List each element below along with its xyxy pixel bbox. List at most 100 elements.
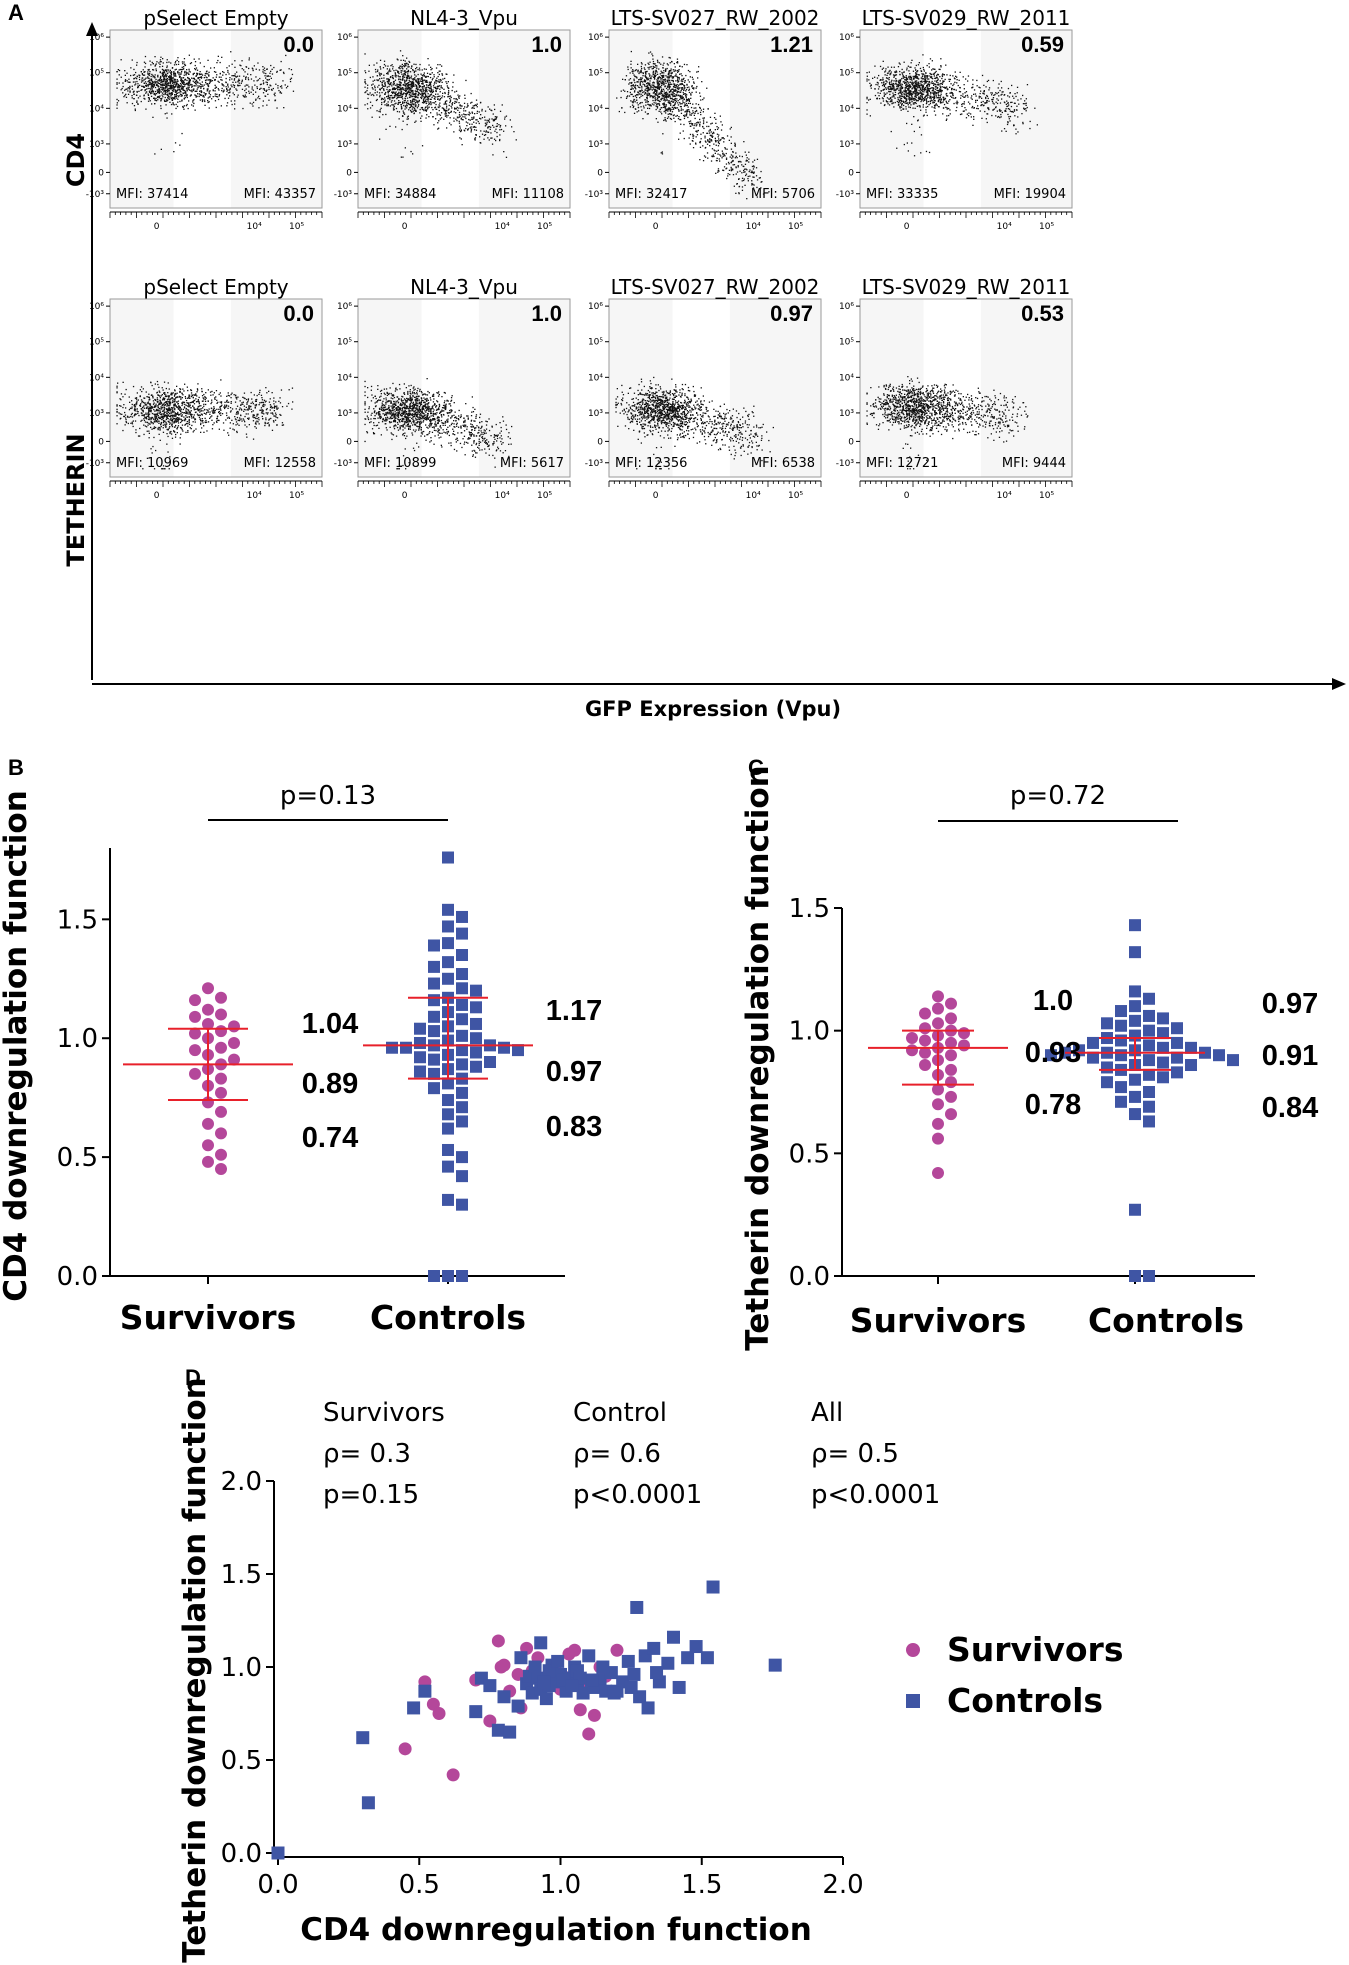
flow-event-dot: [279, 69, 281, 71]
flow-event-dot: [669, 75, 671, 77]
flow-event-dot: [164, 93, 167, 95]
flow-event-dot: [675, 115, 677, 117]
flow-event-dot: [412, 153, 414, 155]
flow-event-dot: [207, 83, 209, 86]
flow-gate-gap: [923, 30, 981, 208]
flow-event-dot: [656, 65, 658, 67]
flow-event-dot: [640, 93, 642, 95]
flow-event-dot: [648, 83, 650, 85]
flow-event-dot: [150, 84, 152, 86]
flow-event-dot: [915, 102, 917, 105]
flow-event-dot: [722, 152, 724, 154]
flow-event-dot: [697, 121, 699, 124]
flow-event-dot: [454, 108, 456, 110]
flow-y-tick-label: -10³: [836, 190, 855, 200]
flow-event-dot: [652, 63, 655, 65]
flow-event-dot: [144, 71, 146, 73]
flow-event-dot: [170, 72, 172, 74]
flow-event-dot: [451, 89, 453, 92]
flow-event-dot: [181, 77, 183, 79]
flow-event-dot: [494, 118, 496, 120]
flow-event-dot: [897, 85, 899, 87]
flow-event-dot: [719, 139, 721, 142]
flow-event-dot: [916, 77, 918, 79]
flow-event-dot: [214, 84, 216, 86]
flow-event-dot: [652, 70, 655, 72]
flow-event-dot: [641, 89, 643, 92]
flow-event-dot: [408, 103, 410, 105]
flow-event-dot: [918, 85, 920, 87]
flow-event-dot: [667, 74, 669, 76]
flow-event-dot: [474, 104, 476, 106]
flow-event-dot: [159, 91, 161, 93]
flow-event-dot: [182, 87, 184, 89]
flow-event-dot: [912, 107, 914, 109]
flow-event-dot: [252, 93, 254, 95]
flow-event-dot: [151, 84, 153, 87]
flow-event-dot: [127, 93, 130, 95]
flow-event-dot: [682, 109, 684, 111]
flow-event-dot: [1000, 110, 1002, 112]
flow-event-dot: [722, 153, 724, 155]
flow-event-dot: [180, 93, 182, 96]
flow-event-dot: [401, 70, 403, 72]
flow-event-dot: [760, 170, 762, 173]
flow-event-dot: [680, 87, 682, 89]
flow-event-dot: [181, 61, 184, 63]
flow-event-dot: [425, 80, 427, 82]
flow-event-dot: [900, 109, 902, 111]
flow-event-dot: [881, 97, 884, 99]
flow-plot-frame: [859, 29, 1073, 209]
flow-event-dot: [997, 99, 999, 101]
flow-event-dot: [143, 61, 146, 63]
flow-event-dot: [893, 76, 895, 78]
flow-event-dot: [443, 118, 445, 120]
flow-event-dot: [181, 100, 183, 102]
flow-event-dot: [432, 102, 434, 104]
flow-event-dot: [753, 184, 755, 186]
flow-event-dot: [947, 102, 949, 104]
flow-event-dot: [658, 110, 660, 112]
flow-event-dot: [177, 57, 179, 59]
flow-event-dot: [414, 105, 416, 107]
flow-event-dot: [425, 110, 427, 112]
flow-event-dot: [667, 79, 669, 81]
flow-event-dot: [177, 89, 179, 91]
flow-event-dot: [399, 92, 402, 95]
flow-event-dot: [461, 114, 463, 116]
flow-event-dot: [406, 103, 408, 105]
flow-event-dot: [456, 106, 458, 108]
flow-event-dot: [684, 115, 686, 118]
flow-event-dot: [640, 69, 642, 71]
flow-event-dot: [683, 84, 685, 86]
flow-event-dot: [219, 72, 221, 75]
flow-event-dot: [454, 91, 456, 93]
flow-event-dot: [890, 86, 892, 88]
flow-event-dot: [469, 123, 471, 125]
flow-event-dot: [760, 187, 762, 189]
flow-event-dot: [189, 79, 191, 82]
flow-event-dot: [696, 124, 698, 126]
flow-event-dot: [955, 89, 957, 91]
flow-event-dot: [901, 95, 904, 98]
flow-event-dot: [494, 130, 496, 132]
flow-event-dot: [451, 104, 453, 106]
flow-event-dot: [716, 133, 719, 135]
flow-event-dot: [248, 57, 250, 59]
flow-event-dot: [381, 82, 384, 84]
flow-event-dot: [751, 165, 754, 168]
flow-event-dot: [670, 69, 672, 72]
flow-event-dot: [203, 92, 205, 94]
flow-event-dot: [656, 89, 658, 91]
flow-event-dot: [971, 105, 974, 108]
flow-event-dot: [437, 87, 439, 90]
flow-event-dot: [394, 72, 396, 74]
flow-event-dot: [192, 101, 194, 103]
flow-event-dot: [680, 109, 682, 112]
flow-event-dot: [662, 82, 664, 84]
flow-event-dot: [661, 76, 664, 79]
flow-event-dot: [983, 93, 985, 95]
flow-event-dot: [471, 112, 474, 114]
flow-event-dot: [431, 72, 433, 74]
flow-event-dot: [231, 103, 233, 106]
